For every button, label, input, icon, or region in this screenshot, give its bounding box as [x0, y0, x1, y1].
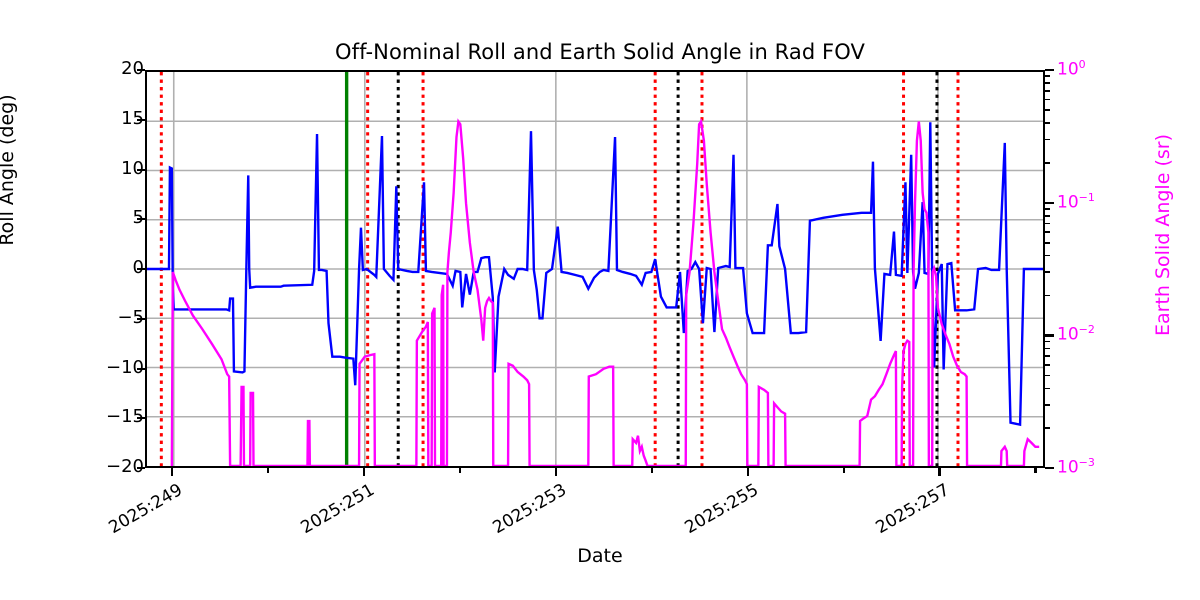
y-axis-left-label: Roll Angle (deg): [0, 94, 18, 246]
series-earth-solid-angle: [170, 118, 1040, 466]
y-tick-mark-left: [137, 467, 145, 470]
y-tick-mark-right-minor: [1045, 222, 1050, 225]
x-tick-mark-minor: [266, 468, 269, 473]
y-tick-mark-right-minor: [1045, 355, 1050, 357]
y-tick-mark-right-minor: [1045, 109, 1050, 111]
x-tick-mark-minor: [458, 468, 461, 473]
y-tick-label-right: 100: [1057, 58, 1086, 80]
y-tick-mark-right-minor: [1045, 75, 1050, 78]
x-tick-label: 2025:255: [681, 480, 762, 539]
y-tick-mark-right-minor: [1045, 122, 1050, 124]
y-tick-label-left: −15: [106, 406, 144, 428]
x-tick-label: 2025:257: [872, 480, 954, 539]
x-tick-mark-minor: [842, 468, 845, 473]
y-tick-mark-right-minor: [1045, 340, 1050, 343]
y-tick-mark-right-minor: [1045, 404, 1050, 406]
y-tick-mark-left: [137, 218, 145, 221]
x-tick-mark: [170, 468, 174, 476]
y-tick-label-left: 15: [121, 107, 144, 129]
y-tick-label-left: 0: [74, 259, 144, 277]
x-axis-label: Date: [577, 545, 623, 567]
x-tick-mark-minor: [1034, 468, 1037, 473]
y-tick-mark-right-minor: [1045, 208, 1050, 210]
y-tick-mark-right-minor: [1045, 387, 1050, 390]
x-tick-mark: [746, 468, 749, 476]
y-tick-mark-right-minor: [1045, 294, 1050, 297]
y-tick-mark-right-minor: [1045, 98, 1050, 101]
series-roll-angle: [147, 122, 1043, 427]
y-tick-mark-right: [1045, 467, 1054, 470]
y-tick-label-left: −10: [106, 356, 144, 378]
y-tick-mark-right-minor: [1045, 427, 1050, 430]
y-tick-label-right: 10−3: [1057, 456, 1095, 478]
plot-area: [145, 70, 1045, 468]
y-tick-label-left: 10: [121, 157, 144, 179]
y-tick-mark-right-minor: [1045, 364, 1050, 366]
y-tick-mark-left: [137, 69, 145, 72]
y-tick-mark-left: [137, 367, 145, 370]
x-tick-label: 2025:249: [105, 480, 186, 539]
y-tick-label-left: 5: [74, 209, 144, 227]
data-series: [147, 118, 1043, 466]
y-tick-mark-right-minor: [1045, 271, 1050, 274]
y-tick-label-left: −5: [117, 306, 144, 328]
y-tick-mark-right-minor: [1045, 254, 1050, 257]
y-tick-mark-right-minor: [1045, 347, 1050, 350]
y-tick-mark-left: [137, 168, 145, 171]
y-tick-label-left: 20: [121, 58, 144, 79]
y-tick-mark-right-minor: [1045, 89, 1050, 92]
y-tick-mark-right-minor: [1045, 214, 1050, 217]
y-axis-right-label: Earth Solid Angle (sr): [1152, 134, 1174, 336]
x-tick-mark: [362, 468, 365, 476]
y-tick-mark-right-minor: [1045, 162, 1050, 164]
y-tick-mark-right: [1045, 201, 1054, 204]
chart-title: Off-Nominal Roll and Earth Solid Angle i…: [335, 40, 865, 64]
y-tick-mark-right-minor: [1045, 242, 1050, 244]
y-tick-mark-left: [137, 417, 145, 420]
y-tick-mark-left: [137, 118, 145, 121]
y-tick-label-right: 10−1: [1057, 190, 1095, 213]
y-tick-mark-left: [137, 268, 145, 271]
y-tick-mark-left: [137, 317, 145, 320]
y-tick-mark-right-minor: [1045, 82, 1050, 84]
y-tick-mark-right: [1045, 334, 1054, 337]
y-tick-mark-right-minor: [1045, 374, 1050, 377]
x-tick-mark: [938, 468, 941, 476]
x-tick-mark: [554, 468, 557, 476]
x-tick-label: 2025:253: [489, 480, 570, 539]
y-tick-mark-right-minor: [1045, 231, 1050, 234]
x-tick-label: 2025:251: [297, 480, 378, 539]
plot-canvas: [147, 72, 1043, 466]
y-tick-mark-right: [1045, 69, 1054, 72]
y-tick-label-right: 10−2: [1057, 323, 1095, 345]
x-tick-mark-minor: [650, 468, 653, 473]
y-tick-label-left: −20: [106, 456, 144, 477]
y-tick-mark-right-minor: [1045, 138, 1050, 141]
